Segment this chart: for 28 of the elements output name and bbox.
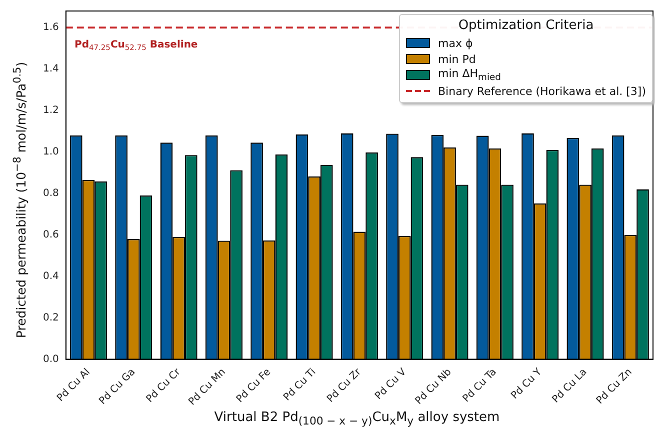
x-tick-label: Pd Cu V — [373, 366, 409, 402]
legend-label: min ΔH$_{mied}$ — [438, 66, 501, 84]
y-tick-label: 0.4 — [42, 270, 59, 282]
x-tick-label: Pd Cu Zn — [594, 366, 634, 406]
legend-title: Optimization Criteria — [457, 18, 595, 33]
x-tick-label: Pd Cu Ti — [282, 366, 318, 404]
x-axis-title: Virtual B2 Pd$_{(100 − x − y)}$Cu$_{x}$M$_{y}$ alloy system — [214, 410, 500, 428]
y-tick-label: 0.0 — [42, 354, 59, 365]
x-tick-label: Pd Cu Ga — [97, 366, 138, 407]
y-tick-label: 0.6 — [42, 229, 59, 240]
x-tick-label: Pd Cu Fe — [234, 366, 274, 406]
legend-label: min Pd — [438, 52, 476, 66]
legend-label: max ϕ — [438, 36, 473, 50]
x-tick-label: Pd Cu Y — [509, 366, 545, 402]
x-tick-label: Pd Cu Ta — [460, 366, 499, 405]
x-tick-label: Pd Cu Nb — [414, 366, 454, 407]
legend-label: Binary Reference (Horikawa et al. [3]) — [438, 84, 646, 98]
x-tick-label: Pd Cu Cr — [144, 366, 184, 405]
y-tick-label: 1.2 — [42, 105, 59, 116]
y-tick-label: 1.4 — [42, 64, 59, 75]
y-tick-label: 0.8 — [42, 188, 59, 200]
y-tick-label: 1.0 — [42, 146, 59, 158]
x-tick-label: Pd Cu Zr — [325, 366, 364, 405]
x-tick-label: Pd Cu La — [550, 366, 590, 406]
x-tick-label: Pd Cu Al — [55, 366, 92, 404]
y-tick-label: 1.6 — [42, 22, 59, 34]
x-tick-label: Pd Cu Mn — [186, 366, 228, 408]
y-tick-label: 0.2 — [42, 312, 59, 324]
